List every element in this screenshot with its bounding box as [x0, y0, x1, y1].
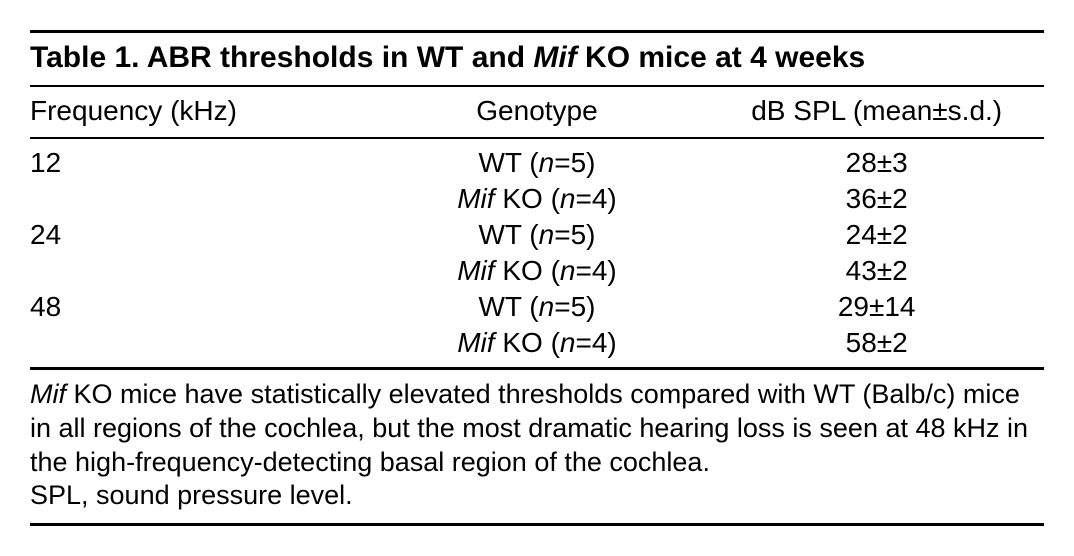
cell-frequency: 12 [30, 138, 365, 181]
cell-frequency: 48 [30, 289, 365, 325]
cell-genotype: Mif KO (n=4) [365, 181, 710, 217]
cell-dbspl: 29±14 [709, 289, 1044, 325]
cell-genotype: WT (n=5) [365, 217, 710, 253]
table-row: 48 WT (n=5) 29±14 [30, 289, 1044, 325]
header-row: Frequency (kHz) Genotype dB SPL (mean±s.… [30, 87, 1044, 138]
footnote-gene: Mif [30, 379, 66, 409]
table-title: Table 1. ABR thresholds in WT and Mif KO… [30, 30, 1044, 87]
title-gene: Mif [533, 41, 576, 74]
cell-frequency [30, 253, 365, 289]
cell-frequency: 24 [30, 217, 365, 253]
cell-genotype: WT (n=5) [365, 138, 710, 181]
footnote-line2: SPL, sound pressure level. [30, 480, 353, 510]
cell-dbspl: 43±2 [709, 253, 1044, 289]
cell-genotype: Mif KO (n=4) [365, 253, 710, 289]
cell-frequency [30, 181, 365, 217]
table-row: 24 WT (n=5) 24±2 [30, 217, 1044, 253]
table-row: Mif KO (n=4) 43±2 [30, 253, 1044, 289]
table-body: 12 WT (n=5) 28±3 Mif KO (n=4) 36±2 24 WT… [30, 138, 1044, 369]
cell-frequency [30, 325, 365, 369]
cell-dbspl: 58±2 [709, 325, 1044, 369]
table-1-wrapper: Table 1. ABR thresholds in WT and Mif KO… [30, 30, 1044, 526]
abr-threshold-table: Frequency (kHz) Genotype dB SPL (mean±s.… [30, 87, 1044, 370]
table-row: Mif KO (n=4) 58±2 [30, 325, 1044, 369]
table-row: Mif KO (n=4) 36±2 [30, 181, 1044, 217]
table-row: 12 WT (n=5) 28±3 [30, 138, 1044, 181]
cell-dbspl: 36±2 [709, 181, 1044, 217]
col-dbspl: dB SPL (mean±s.d.) [709, 87, 1044, 138]
table-footnote: Mif KO mice have statistically elevated … [30, 370, 1044, 526]
cell-dbspl: 24±2 [709, 217, 1044, 253]
title-suffix: KO mice at 4 weeks [577, 41, 866, 74]
cell-dbspl: 28±3 [709, 138, 1044, 181]
cell-genotype: WT (n=5) [365, 289, 710, 325]
cell-genotype: Mif KO (n=4) [365, 325, 710, 369]
col-frequency: Frequency (kHz) [30, 87, 365, 138]
footnote-body: KO mice have statistically elevated thre… [30, 379, 1028, 477]
title-prefix: Table 1. ABR thresholds in WT and [30, 41, 533, 74]
col-genotype: Genotype [365, 87, 710, 138]
